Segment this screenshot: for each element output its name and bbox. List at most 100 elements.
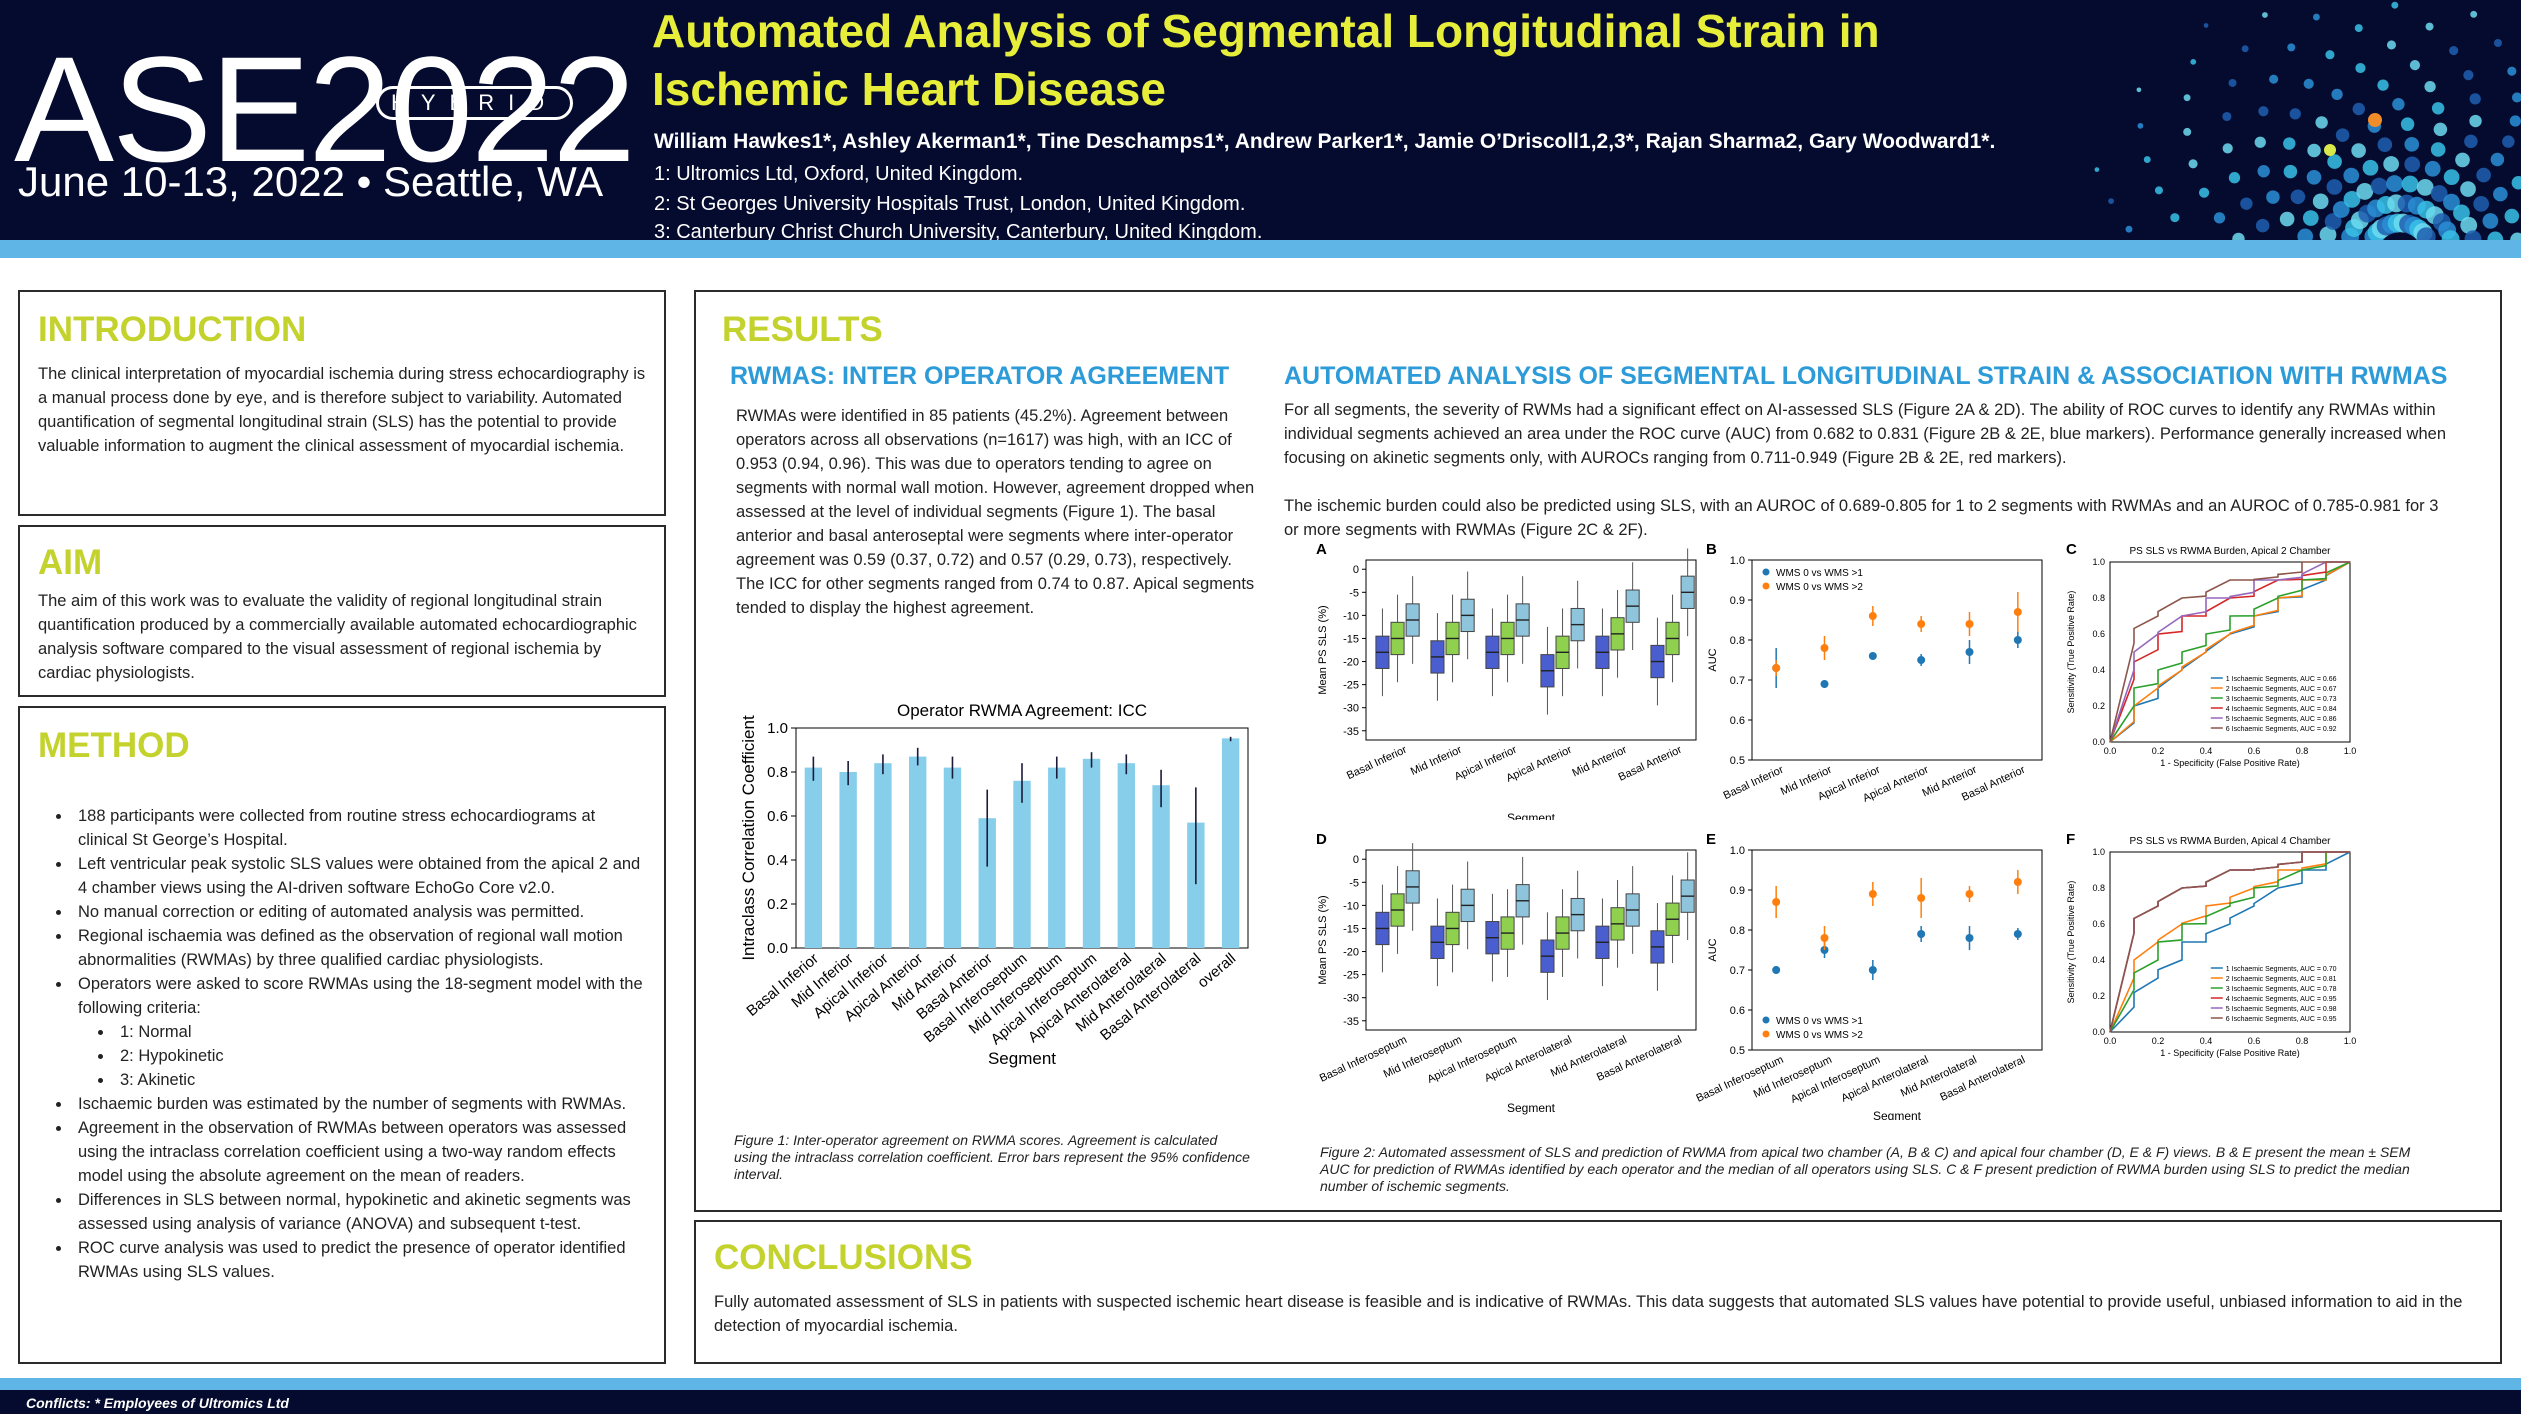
bar [1187,822,1205,948]
y-tick-label: -20 [1343,657,1359,669]
globe-dot [2416,227,2436,240]
globe-dot [2425,22,2434,31]
globe-dot [2431,102,2445,115]
globe-dot [2362,159,2379,176]
chart-title: Operator RWMA Agreement: ICC [897,701,1147,720]
globe-dot [2401,175,2419,193]
poster-title-line1: Automated Analysis of Segmental Longitud… [652,5,1880,57]
y-axis-label: AUC [1707,648,1719,671]
globe-dot [2430,142,2446,157]
roc-curve [2109,851,2350,1033]
globe-dot [2400,117,2415,131]
legend-label: WMS 0 vs WMS >1 [1776,568,1863,579]
legend-label: WMS 0 vs WMS >1 [1776,1016,1863,1027]
globe-dot [2094,167,2100,172]
automated-analysis-text-1: For all segments, the severity of RWMs h… [1284,401,2446,467]
globe-dot [2203,23,2209,28]
x-axis-label: Segment [1873,819,1922,820]
x-tick-label: Apical Inferoseptum [1426,1034,1519,1086]
globe-dot [2352,102,2365,116]
globe-dot [2377,137,2393,152]
hybrid-badge: HYBRID [376,86,574,120]
legend-marker [1762,1030,1770,1038]
legend-marker [1762,582,1770,590]
panel-c-roc-plot: C PS SLS vs RWMA Burden, Apical 2 Chamber… [2066,541,2356,768]
y-tick-label: 0 [1353,564,1359,576]
y-tick-label: -35 [1343,726,1359,738]
globe-dot [2213,212,2226,224]
conference-dates: June 10-13, 2022 • Seattle, WA [18,158,604,205]
panel-label: F [2066,831,2075,848]
roc-curve [2109,561,2351,743]
roc-curve [2109,561,2350,743]
globe-dot [2241,45,2249,53]
bar [1048,767,1066,948]
auc-point [1965,620,1974,628]
globe-dot [2351,143,2366,158]
globe-dot [2509,115,2521,127]
method-sub-bullet: 3: Akinetic [114,1068,648,1092]
automated-analysis-subtitle: AUTOMATED ANALYSIS OF SEGMENTAL LONGITUD… [1284,362,2448,390]
bar [1152,785,1170,948]
auc-point [1820,680,1829,688]
aim-text: The aim of this work was to evaluate the… [38,592,637,682]
globe-dot [2324,144,2336,156]
bar [874,763,892,948]
globe-dot [2154,186,2163,195]
x-tick-label: 0.4 [2200,1036,2213,1046]
auc-point [1868,890,1877,898]
chart-title: PS SLS vs RWMA Burden, Apical 4 Chamber [2129,836,2331,847]
y-tick-label: 0.6 [2092,919,2105,929]
legend-label: 6 Ischaemic Segments, AUC = 0.92 [2226,726,2337,733]
panel-f-roc-plot: F PS SLS vs RWMA Burden, Apical 4 Chamber… [2066,831,2356,1058]
y-tick-label: 0.0 [2092,737,2105,747]
globe-dot [2487,231,2504,240]
globe-dot [2386,175,2403,192]
globe-dot [2188,159,2198,169]
globe-dot [2258,106,2269,117]
globe-dot [2433,122,2448,137]
globe-graphic [2094,1,2521,240]
globe-dot [2283,164,2298,179]
globe-dot [2303,78,2314,89]
globe-dot [2368,113,2382,127]
globe-dot [2443,193,2460,211]
legend-label: 4 Ischaemic Segments, AUC = 0.95 [2226,996,2337,1003]
globe-dot [2125,225,2133,233]
introduction-panel: INTRODUCTION The clinical interpretation… [18,290,666,516]
auc-point [1772,966,1781,974]
legend-label: 3 Ischaemic Segments, AUC = 0.73 [2226,696,2337,703]
globe-dot [2507,66,2517,76]
x-axis-label: Segment [1507,811,1556,820]
globe-dot [2502,135,2515,148]
globe-dot [2416,178,2434,196]
chart-title: PS SLS vs RWMA Burden, Apical 2 Chamber [2129,546,2331,557]
x-axis-label: 1 - Specificity (False Positive Rate) [2160,1048,2300,1058]
legend-label: 5 Ischaemic Segments, AUC = 0.98 [2226,1006,2337,1013]
roc-curve [2109,851,2351,1033]
globe-dot [2331,88,2343,101]
x-tick-label: Basal Inferoseptum [1318,1034,1409,1085]
plot-frame [1751,849,2043,1051]
globe-dot [2170,213,2180,223]
y-tick-label: 0.6 [1730,1005,1745,1017]
panel-label: A [1316,541,1327,558]
method-bullet: Operators were asked to score RWMAs usin… [72,972,648,1092]
globe-dot [2257,165,2270,178]
auc-point [1820,644,1829,652]
legend-label: 1 Ischaemic Segments, AUC = 0.66 [2226,676,2337,683]
y-tick-label: -25 [1343,970,1359,982]
globe-dot [2279,211,2295,227]
conclusions-text: Fully automated assessment of SLS in pat… [714,1293,2463,1335]
globe-dot [2424,80,2436,93]
globe-dot [2137,122,2144,129]
legend-label: 4 Ischaemic Segments, AUC = 0.84 [2226,706,2337,713]
plot-frame [1751,559,2043,761]
x-tick-label: 0.0 [2104,1036,2117,1046]
globe-dot [2222,143,2233,154]
panel-label: B [1706,541,1717,558]
globe-dot [2356,183,2374,200]
y-tick-label: -35 [1343,1016,1359,1028]
author-list: William Hawkes1*, Ashley Akerman1*, Tine… [654,130,1996,153]
y-axis-label: Sensitivity (True Positive Rate) [2066,881,2076,1004]
